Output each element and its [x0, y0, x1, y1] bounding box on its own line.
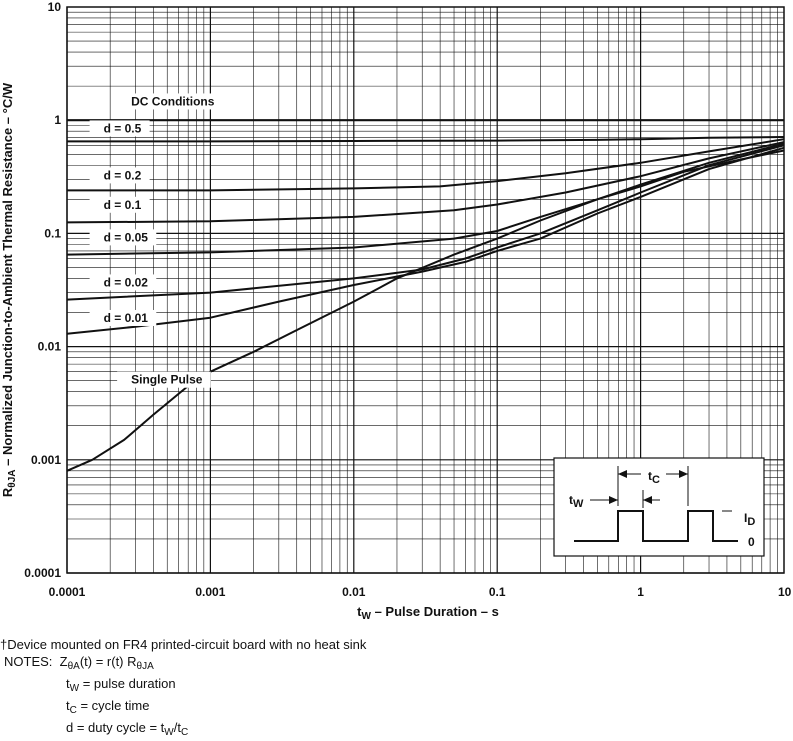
- series-label-background: [89, 196, 150, 213]
- notes-r-sub: θJA: [136, 661, 154, 672]
- tw-arrowhead-left: [609, 496, 618, 504]
- notes-tc-sub: C: [69, 705, 77, 716]
- tc-arrowhead-left: [618, 470, 627, 478]
- notes-line-2: tW = pulse duration: [0, 675, 366, 697]
- notes-tw-sub: W: [69, 683, 80, 694]
- tw-arrowhead-right: [643, 496, 652, 504]
- y-tick-label: 0.1: [44, 226, 61, 240]
- tick-labels: 0.0001 0.001 0.01 0.1 1 100.00010.0010.010.11…: [24, 0, 791, 599]
- series-label-background: [89, 309, 157, 326]
- notes-duty-mid: /t: [173, 720, 181, 735]
- series-label-background: [89, 120, 150, 137]
- y-tick-label: 0.0001: [24, 566, 61, 580]
- notes-tc-post: = cycle time: [76, 698, 150, 713]
- notes-tc-pre: t: [66, 698, 70, 713]
- tc-label: tC: [648, 469, 660, 486]
- y-tick-label: 1: [54, 113, 61, 127]
- series-line-d-0-02: [66, 144, 785, 301]
- thermal-impedance-chart: DC Conditions d = 0.5 d = 0.2 d = 0.1 d = 0.…: [0, 0, 792, 622]
- x-tick-label: 0.01: [342, 585, 366, 599]
- series-label-d-0-01: d = 0.01: [104, 311, 149, 325]
- series-line-d-0-1: [66, 141, 785, 224]
- y-tick-label: 0.01: [38, 340, 62, 354]
- y-tick-label: 10: [48, 0, 62, 14]
- series-label-background: [89, 274, 157, 291]
- series-label-single-pulse: Single Pulse: [131, 373, 203, 387]
- series-label-d-0-1: d = 0.1: [104, 198, 142, 212]
- series-line-d-0-2: [67, 138, 785, 192]
- notes-line-1: NOTES: ZθA(t) = r(t) RθJA: [0, 653, 366, 675]
- notes-tw-pre: t: [66, 676, 70, 691]
- series-label-d-0-5: d = 0.5: [104, 121, 142, 135]
- series-label-background: [89, 167, 150, 184]
- tc-arrowhead-right: [679, 470, 688, 478]
- notes-duty-pre: d = duty cycle = t: [66, 720, 165, 735]
- pulse-train-line: [574, 510, 738, 542]
- series-label-background: [117, 371, 211, 388]
- series-label-d-0-02: d = 0.02: [104, 275, 149, 289]
- id-label: ID: [744, 511, 755, 528]
- pulse-waveform-inset: tC tW ID 0: [553, 457, 765, 557]
- x-tick-label: 10: [778, 585, 792, 599]
- inset-box: [553, 457, 765, 557]
- x-tick-label: 0.001: [195, 585, 225, 599]
- x-axis-label: tW – Pulse Duration – s: [357, 604, 499, 622]
- series-lines: [66, 119, 785, 472]
- series-line-d-0-05: [66, 142, 785, 256]
- notes-tw-post: = pulse duration: [79, 676, 176, 691]
- footnote-text: Device mounted on FR4 printed-circuit bo…: [7, 637, 367, 652]
- tw-label: tW: [569, 493, 584, 510]
- dagger-symbol: †: [0, 637, 8, 652]
- zero-label: 0: [748, 535, 755, 549]
- series-line-d-0-5: [67, 136, 785, 143]
- plot-frame: [66, 6, 785, 574]
- notes-label: NOTES:: [4, 654, 53, 669]
- series-label-background: [117, 93, 223, 110]
- footnote-line: †Device mounted on FR4 printed-circuit b…: [0, 636, 366, 653]
- x-tick-label: 0.1: [489, 585, 506, 599]
- notes-line-4: d = duty cycle = tW/tC: [0, 719, 366, 741]
- notes-block: †Device mounted on FR4 printed-circuit b…: [0, 636, 366, 741]
- notes-line-3: tC = cycle time: [0, 697, 366, 719]
- series-label-background: [89, 229, 157, 246]
- notes-z: Z: [59, 654, 68, 669]
- y-tick-label: 0.001: [31, 453, 61, 467]
- series-label-d-0-2: d = 0.2: [104, 168, 142, 182]
- notes-z-sub: θA: [67, 661, 80, 672]
- series-label-dc-conditions: DC Conditions: [131, 94, 215, 108]
- series-line-d-0-01: [66, 146, 785, 335]
- x-tick-label: 0.0001: [49, 585, 86, 599]
- y-axis-label: RθJA – Normalized Junction-to-Ambient Th…: [0, 82, 18, 497]
- notes-line1-mid: (t) = r(t) R: [79, 654, 137, 669]
- series-line-single-pulse: [66, 149, 785, 472]
- series-label-d-0-05: d = 0.05: [104, 230, 149, 244]
- x-tick-label: 1: [637, 585, 644, 599]
- series-labels: DC Conditions d = 0.5 d = 0.2 d = 0.1 d = 0.…: [89, 93, 223, 388]
